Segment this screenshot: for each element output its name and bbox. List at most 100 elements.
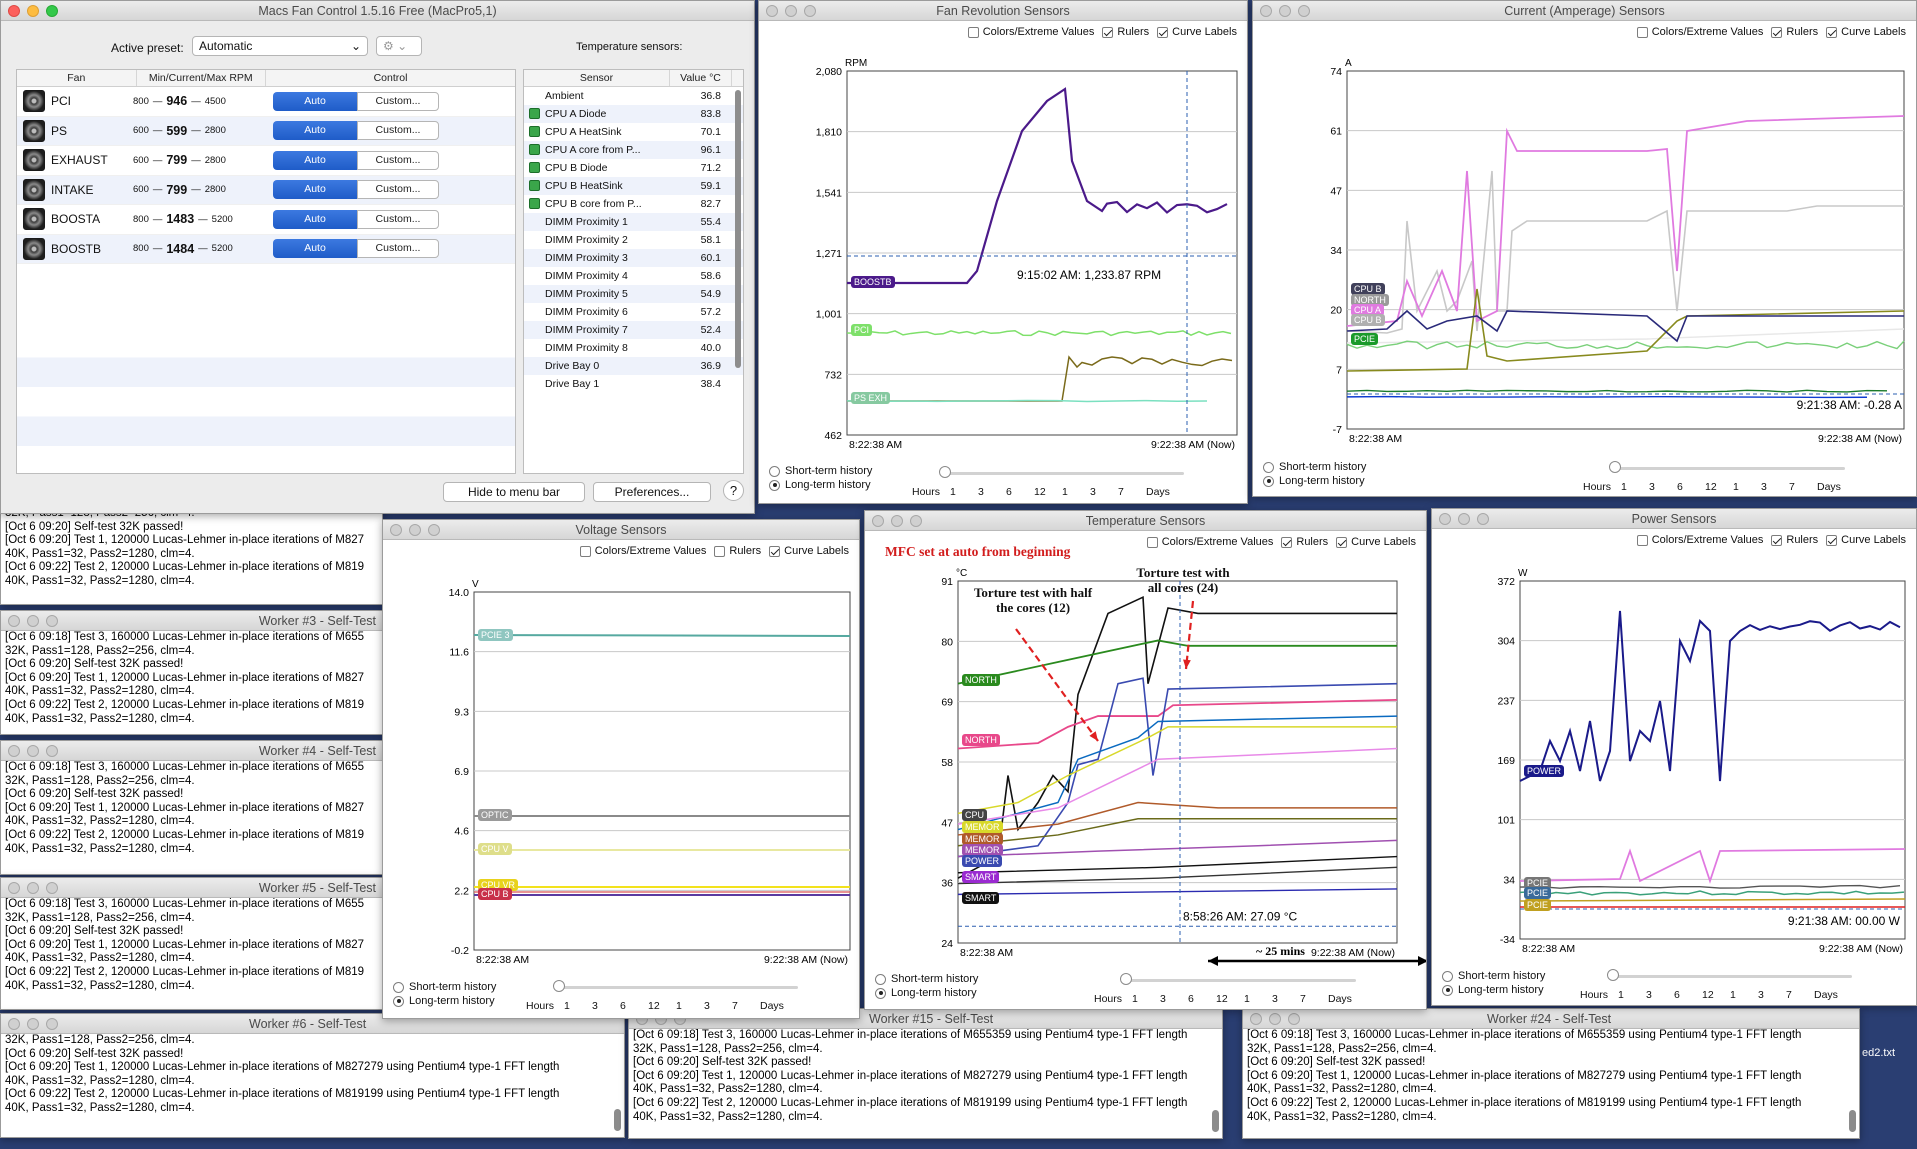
radio[interactable] <box>393 981 404 993</box>
checkbox[interactable] <box>714 545 726 557</box>
checkbox[interactable] <box>1636 26 1648 38</box>
history-range-slider[interactable]: Hours 1 3 6 12 1 3 7 Days <box>912 466 1184 500</box>
radio[interactable] <box>875 987 886 999</box>
curve-labels-toggle[interactable]: Curve Labels <box>1336 536 1416 548</box>
checkbox[interactable] <box>769 545 781 557</box>
short-term-option[interactable]: Short-term history <box>875 972 978 986</box>
history-range-slider[interactable]: Hours 1 3 6 12 1 3 7 Days <box>1583 461 1845 495</box>
window-controls[interactable] <box>8 745 58 757</box>
column-header[interactable]: Control <box>373 72 408 84</box>
scrollbar[interactable] <box>614 1109 621 1131</box>
checkbox[interactable] <box>1771 26 1783 38</box>
sensor-row[interactable]: DIMM Proximity 5 54.9 <box>524 285 743 303</box>
window-controls[interactable] <box>1250 1013 1300 1025</box>
sensor-row[interactable]: DIMM Proximity 4 58.6 <box>524 267 743 285</box>
scrollbar[interactable] <box>1849 1110 1856 1132</box>
custom-button[interactable]: Custom... <box>357 180 439 200</box>
close-button[interactable] <box>8 5 20 17</box>
column-header[interactable]: Sensor <box>524 70 670 86</box>
checkbox[interactable] <box>967 26 979 38</box>
minimize-button[interactable] <box>27 5 39 17</box>
rulers-toggle[interactable]: Rulers <box>1771 26 1818 38</box>
temperature-chart[interactable]: 91 80 69 58 47 36 24 °C 8:22:38 AM 9:22:38 AM (No… <box>865 555 1426 966</box>
slider-knob[interactable] <box>1120 973 1132 985</box>
window-controls[interactable] <box>1260 5 1310 17</box>
hide-to-menu-bar-button[interactable]: Hide to menu bar <box>443 482 585 502</box>
desktop-file-label[interactable]: ed2.txt <box>1862 1047 1896 1059</box>
slider-knob[interactable] <box>553 980 565 992</box>
long-term-option[interactable]: Long-term history <box>1263 474 1366 488</box>
sensor-row[interactable]: CPU A HeatSink 70.1 <box>524 123 743 141</box>
auto-button[interactable]: Auto <box>273 150 357 170</box>
checkbox[interactable] <box>1146 536 1158 548</box>
short-term-option[interactable]: Short-term history <box>1263 460 1366 474</box>
rulers-toggle[interactable]: Rulers <box>1771 534 1818 546</box>
checkbox[interactable] <box>579 545 591 557</box>
colors-extreme-toggle[interactable]: Colors/Extreme Values <box>1636 26 1763 38</box>
radio[interactable] <box>1263 475 1274 487</box>
radio[interactable] <box>769 465 780 477</box>
sensor-row[interactable]: CPU B Diode 71.2 <box>524 159 743 177</box>
radio[interactable] <box>1442 984 1453 996</box>
custom-button[interactable]: Custom... <box>357 121 439 141</box>
checkbox[interactable] <box>1281 536 1293 548</box>
checkbox[interactable] <box>1636 534 1648 546</box>
slider-knob[interactable] <box>1609 461 1621 473</box>
sensor-row[interactable]: Ambient 36.8 <box>524 87 743 105</box>
scrollbar[interactable] <box>1212 1110 1219 1132</box>
sensor-row[interactable]: DIMM Proximity 1 55.4 <box>524 213 743 231</box>
window-controls[interactable] <box>8 615 58 627</box>
fan-rpm-chart[interactable]: 2,080 1,810 1,541 1,271 1,001 732 462 RPM 8:22:3… <box>759 45 1247 455</box>
checkbox[interactable] <box>1826 534 1838 546</box>
column-header[interactable]: Fan <box>17 70 137 86</box>
rulers-toggle[interactable]: Rulers <box>1281 536 1328 548</box>
short-term-option[interactable]: Short-term history <box>769 464 872 478</box>
sensor-row[interactable]: DIMM Proximity 6 57.2 <box>524 303 743 321</box>
custom-button[interactable]: Custom... <box>357 91 439 111</box>
short-term-option[interactable]: Short-term history <box>1442 969 1545 983</box>
scrollbar[interactable] <box>735 90 741 368</box>
rulers-toggle[interactable]: Rulers <box>1102 26 1149 38</box>
checkbox[interactable] <box>1826 26 1838 38</box>
long-term-option[interactable]: Long-term history <box>769 478 872 492</box>
checkbox[interactable] <box>1771 534 1783 546</box>
checkbox[interactable] <box>1157 26 1169 38</box>
curve-labels-toggle[interactable]: Curve Labels <box>1826 534 1906 546</box>
sensor-row[interactable]: DIMM Proximity 8 40.0 <box>524 339 743 357</box>
short-term-option[interactable]: Short-term history <box>393 980 496 994</box>
history-range-slider[interactable]: Hours 1 3 6 12 1 3 7 Days <box>1094 973 1356 1007</box>
rulers-toggle[interactable]: Rulers <box>714 545 761 557</box>
radio[interactable] <box>393 995 404 1007</box>
preset-select[interactable]: Automatic ⌄ <box>192 36 368 56</box>
slider-knob[interactable] <box>1607 969 1619 981</box>
window-controls[interactable] <box>8 5 58 17</box>
window-controls[interactable] <box>8 1018 58 1030</box>
sensor-row[interactable]: Drive Bay 0 36.9 <box>524 357 743 375</box>
sensor-row[interactable]: Drive Bay 1 38.4 <box>524 375 743 393</box>
zoom-button[interactable] <box>46 5 58 17</box>
auto-button[interactable]: Auto <box>273 239 357 259</box>
long-term-option[interactable]: Long-term history <box>393 994 496 1008</box>
sensor-row[interactable]: CPU A Diode 83.8 <box>524 105 743 123</box>
checkbox[interactable] <box>1102 26 1114 38</box>
curve-labels-toggle[interactable]: Curve Labels <box>769 545 849 557</box>
history-range-slider[interactable]: Hours 1 3 6 12 1 3 7 Days <box>1580 969 1852 1003</box>
slider-knob[interactable] <box>939 466 951 478</box>
custom-button[interactable]: Custom... <box>357 150 439 170</box>
sensor-row[interactable]: CPU A core from P... 96.1 <box>524 141 743 159</box>
radio[interactable] <box>875 973 886 985</box>
window-controls[interactable] <box>766 5 816 17</box>
colors-extreme-toggle[interactable]: Colors/Extreme Values <box>579 545 706 557</box>
column-header[interactable]: Min/Current/Max RPM <box>137 70 266 86</box>
checkbox[interactable] <box>1336 536 1348 548</box>
help-button[interactable]: ? <box>723 480 744 501</box>
history-range-slider[interactable]: Hours 1 3 6 12 1 3 7 Days <box>526 980 798 1014</box>
auto-button[interactable]: Auto <box>273 180 357 200</box>
auto-button[interactable]: Auto <box>273 209 357 229</box>
custom-button[interactable]: Custom... <box>357 239 439 259</box>
window-controls[interactable] <box>1439 513 1489 525</box>
colors-extreme-toggle[interactable]: Colors/Extreme Values <box>1146 536 1273 548</box>
radio[interactable] <box>1263 461 1274 473</box>
custom-button[interactable]: Custom... <box>357 209 439 229</box>
voltage-chart[interactable]: 14.0 11.6 9.3 6.9 4.6 2.2 -0.2 V 8:22:38 AM 9:22:… <box>383 564 859 974</box>
